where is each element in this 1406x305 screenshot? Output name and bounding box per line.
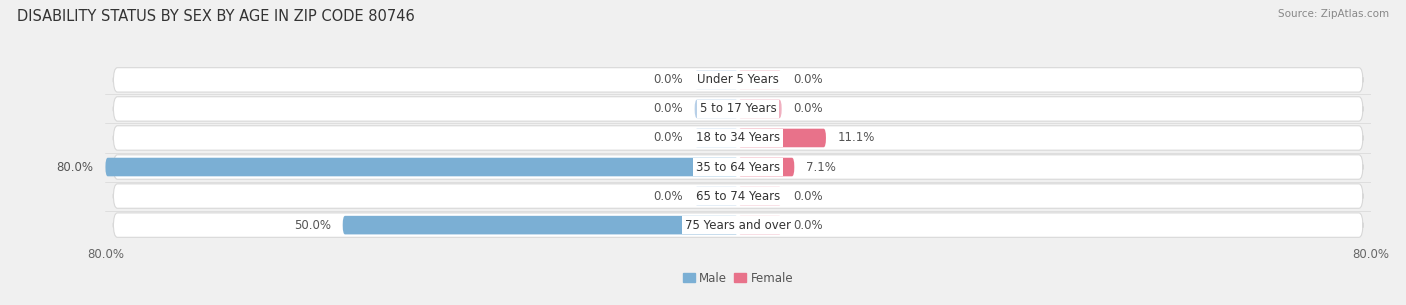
FancyBboxPatch shape — [114, 97, 1362, 121]
Text: 35 to 64 Years: 35 to 64 Years — [696, 160, 780, 174]
FancyBboxPatch shape — [738, 158, 794, 176]
Text: Under 5 Years: Under 5 Years — [697, 74, 779, 86]
Text: 5 to 17 Years: 5 to 17 Years — [700, 102, 776, 115]
FancyBboxPatch shape — [105, 158, 738, 176]
Text: 0.0%: 0.0% — [793, 190, 823, 203]
FancyBboxPatch shape — [695, 129, 738, 147]
Text: 0.0%: 0.0% — [654, 131, 683, 145]
Text: 0.0%: 0.0% — [654, 190, 683, 203]
FancyBboxPatch shape — [738, 100, 782, 118]
Legend: Male, Female: Male, Female — [678, 267, 799, 289]
FancyBboxPatch shape — [343, 216, 738, 235]
Text: 18 to 34 Years: 18 to 34 Years — [696, 131, 780, 145]
FancyBboxPatch shape — [738, 216, 782, 235]
FancyBboxPatch shape — [695, 100, 738, 118]
FancyBboxPatch shape — [114, 213, 1362, 237]
Text: 75 Years and over: 75 Years and over — [685, 219, 792, 231]
Text: 7.1%: 7.1% — [806, 160, 837, 174]
Text: 0.0%: 0.0% — [793, 74, 823, 86]
FancyBboxPatch shape — [114, 155, 1362, 179]
FancyBboxPatch shape — [738, 129, 825, 147]
FancyBboxPatch shape — [695, 187, 738, 205]
Text: 0.0%: 0.0% — [793, 219, 823, 231]
Text: DISABILITY STATUS BY SEX BY AGE IN ZIP CODE 80746: DISABILITY STATUS BY SEX BY AGE IN ZIP C… — [17, 9, 415, 24]
Text: 0.0%: 0.0% — [654, 102, 683, 115]
Text: 80.0%: 80.0% — [56, 160, 94, 174]
FancyBboxPatch shape — [114, 126, 1362, 150]
FancyBboxPatch shape — [738, 70, 782, 89]
Text: 50.0%: 50.0% — [294, 219, 330, 231]
FancyBboxPatch shape — [114, 184, 1362, 208]
FancyBboxPatch shape — [695, 70, 738, 89]
Text: 65 to 74 Years: 65 to 74 Years — [696, 190, 780, 203]
Text: Source: ZipAtlas.com: Source: ZipAtlas.com — [1278, 9, 1389, 19]
FancyBboxPatch shape — [738, 187, 782, 205]
Text: 11.1%: 11.1% — [838, 131, 875, 145]
Text: 0.0%: 0.0% — [654, 74, 683, 86]
Text: 0.0%: 0.0% — [793, 102, 823, 115]
FancyBboxPatch shape — [114, 68, 1362, 92]
